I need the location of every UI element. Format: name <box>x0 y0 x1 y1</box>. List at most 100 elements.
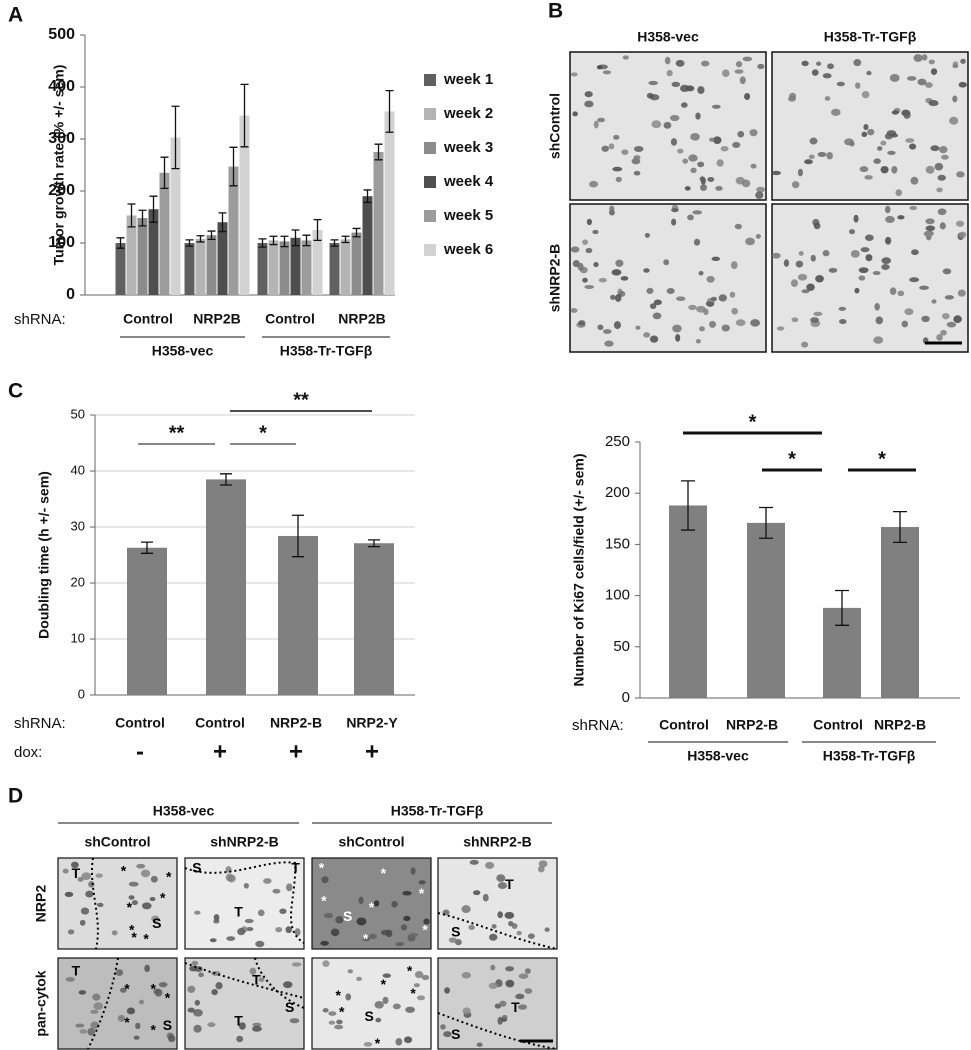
cell-nucleus <box>816 61 822 66</box>
cell-nucleus <box>150 875 158 883</box>
cell-nucleus <box>771 252 781 259</box>
group-label: H358-Tr-TGFβ <box>280 343 373 359</box>
cell-nucleus <box>925 218 935 225</box>
region-label: S <box>152 915 161 931</box>
panel-label: A <box>8 4 23 27</box>
region-label: * <box>363 931 369 947</box>
cell-nucleus <box>861 131 868 137</box>
cell-nucleus <box>776 326 785 331</box>
x-tick-label: Control <box>115 715 165 731</box>
cell-nucleus <box>860 247 870 253</box>
x-tick-label: Control <box>659 717 709 733</box>
error-bar <box>368 539 380 548</box>
cell-nucleus <box>711 256 721 262</box>
cell-nucleus <box>524 988 533 994</box>
error-bar <box>149 195 158 223</box>
cell-nucleus <box>443 1031 452 1038</box>
cell-nucleus <box>861 91 870 99</box>
cell-nucleus <box>711 104 721 109</box>
cell-nucleus <box>946 321 957 328</box>
bar <box>115 243 126 295</box>
error-bar <box>759 506 773 539</box>
column-label: shNRP2-B <box>210 834 278 850</box>
region-label: * <box>381 976 387 992</box>
cell-nucleus <box>136 863 146 869</box>
significance: * <box>788 448 796 470</box>
cell-nucleus <box>858 267 869 274</box>
y-tick-label: 200 <box>48 182 75 199</box>
legend-label: week 1 <box>443 71 493 88</box>
cell-nucleus <box>462 1007 471 1015</box>
region-label: S <box>285 999 294 1015</box>
cell-nucleus <box>750 163 757 169</box>
cell-nucleus <box>596 65 603 70</box>
cell-nucleus <box>700 184 708 191</box>
cell-nucleus <box>936 334 943 341</box>
cell-nucleus <box>586 218 592 226</box>
cell-nucleus <box>570 72 578 77</box>
error-bar <box>196 235 205 243</box>
legend-label: week 2 <box>443 105 493 122</box>
cell-nucleus <box>544 927 550 932</box>
cell-nucleus <box>880 165 889 174</box>
cell-nucleus <box>194 910 201 915</box>
bar <box>217 222 228 295</box>
cell-nucleus <box>582 239 589 245</box>
cell-nucleus <box>756 186 766 193</box>
cell-nucleus <box>693 238 701 246</box>
cell-nucleus <box>958 81 967 88</box>
bar <box>747 522 785 698</box>
bar <box>195 238 206 295</box>
region-label: * <box>124 1014 130 1030</box>
cell-nucleus <box>940 329 947 336</box>
cell-nucleus <box>688 304 697 311</box>
region-label: * <box>410 985 416 1001</box>
error-bar <box>171 105 180 170</box>
region-label: * <box>375 1035 381 1050</box>
region-label: * <box>422 922 428 938</box>
cell-nucleus <box>806 283 815 291</box>
significance: ** <box>293 389 309 411</box>
error-bar <box>127 203 136 228</box>
bar <box>384 111 395 295</box>
cell-nucleus <box>750 319 760 327</box>
error-bar <box>835 589 849 626</box>
legend-swatch <box>424 142 436 154</box>
bar <box>170 137 181 295</box>
cell-nucleus <box>885 215 895 224</box>
tumor-boundary <box>437 1012 558 1050</box>
cell-nucleus <box>601 145 610 152</box>
cell-nucleus <box>633 155 641 160</box>
cell-nucleus <box>858 275 866 281</box>
cell-nucleus <box>783 259 790 267</box>
cell-nucleus <box>404 1036 413 1044</box>
cell-nucleus <box>395 1037 403 1046</box>
x-tick-label: NRP2B <box>193 311 240 327</box>
cell-nucleus <box>62 868 69 874</box>
panel-label: B <box>548 0 563 23</box>
cell-nucleus <box>895 189 902 197</box>
panel-label: D <box>8 785 23 808</box>
cell-nucleus <box>855 82 861 89</box>
cell-nucleus <box>890 133 899 138</box>
cell-nucleus <box>490 964 496 971</box>
cell-nucleus <box>621 149 629 155</box>
cell-nucleus <box>187 985 196 993</box>
cell-nucleus <box>610 294 616 300</box>
cell-nucleus <box>246 927 254 932</box>
legend-swatch <box>424 244 436 256</box>
cell-nucleus <box>131 900 138 906</box>
y-tick-label: 40 <box>71 462 85 477</box>
group-label: H358-Tr-TGFβ <box>391 803 484 819</box>
cell-nucleus <box>741 179 751 188</box>
cell-nucleus <box>804 159 813 165</box>
cell-nucleus <box>592 229 599 235</box>
cell-nucleus <box>715 186 723 191</box>
cell-nucleus <box>405 1006 415 1013</box>
cell-nucleus <box>815 275 824 283</box>
cell-nucleus <box>953 315 962 324</box>
cell-nucleus <box>709 137 715 142</box>
bar <box>206 479 246 695</box>
cell-nucleus <box>720 145 729 152</box>
cell-nucleus <box>939 222 946 230</box>
